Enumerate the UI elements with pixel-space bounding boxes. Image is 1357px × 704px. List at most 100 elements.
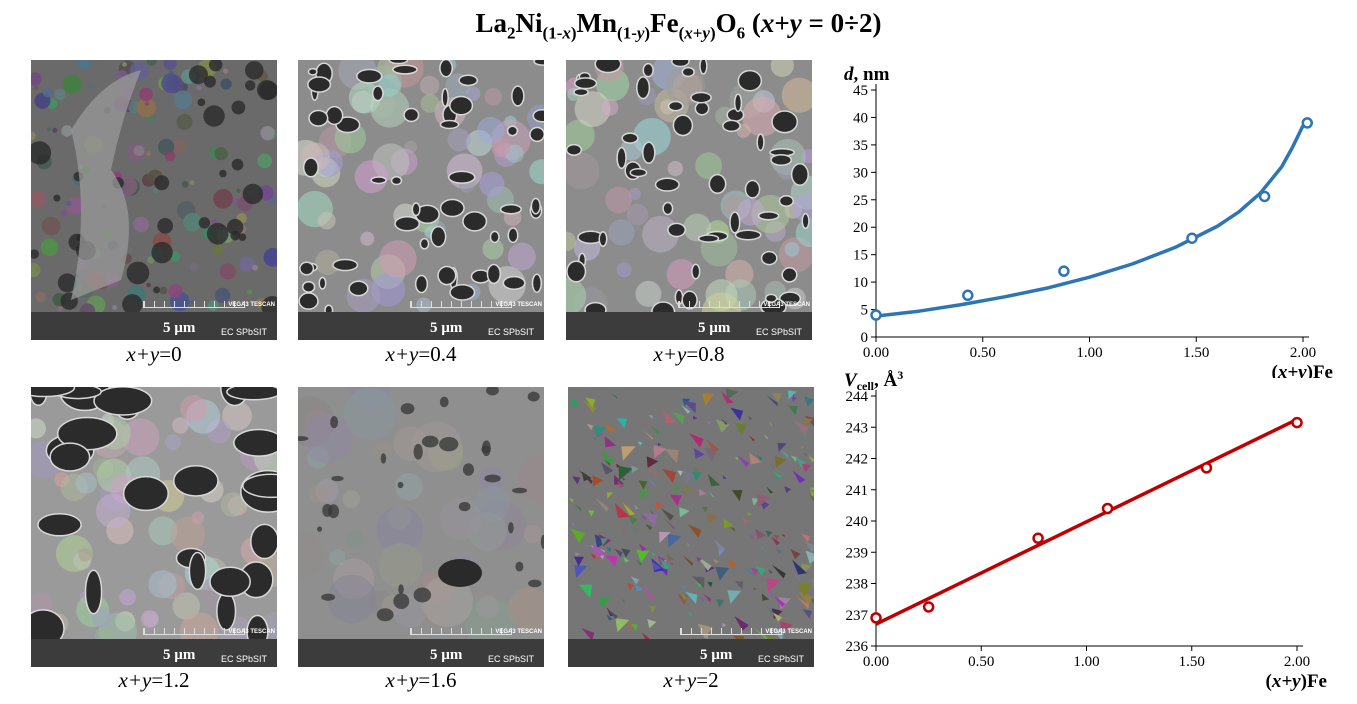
micrograph-caption: x+y=0.4 (298, 342, 544, 367)
x-axis-label: (x+y)Fe (1266, 671, 1327, 692)
scale-bar-label: 5 µm (430, 320, 463, 336)
y-tick-label: 15 (853, 248, 868, 264)
caption-value: =1.6 (418, 668, 457, 692)
sem-micrograph: VEGA3 TESCAN 5 µm EC SPbSIT (31, 387, 277, 667)
sem-image (566, 60, 812, 312)
y-tick-label: 30 (853, 165, 868, 181)
sem-image (31, 60, 277, 312)
sem-info-bar (31, 312, 277, 340)
instrument-label: VEGA3 TESCAN (763, 302, 810, 308)
fit-curve (875, 124, 1305, 318)
micrograph-caption: x+y=0.8 (566, 342, 812, 367)
x-tick-label: 0.50 (968, 654, 994, 670)
y-axis-label: Vcell, Å3 (844, 368, 903, 393)
y-tick-label: 40 (853, 110, 868, 126)
x-tick-label: 1.50 (1183, 345, 1209, 361)
data-point (922, 601, 935, 613)
caption-variable: x+y (118, 668, 152, 692)
scale-bar-label: 5 µm (698, 320, 731, 336)
lab-label: EC SPbSIT (488, 327, 535, 337)
data-point (1101, 502, 1114, 515)
data-point (870, 612, 882, 624)
instrument-label: VEGA3 TESCAN (228, 302, 275, 308)
sem-image (31, 387, 277, 639)
y-tick-label: 20 (853, 220, 868, 236)
chart-cell-volume: 236 237 238 239 240 241 242 243 244 0.00 0.50 1.00 1… (844, 368, 1327, 692)
caption-value: =0.4 (418, 342, 457, 366)
sem-image (568, 387, 814, 639)
lab-label: EC SPbSIT (221, 327, 268, 337)
data-point (1058, 265, 1070, 277)
data-point (870, 309, 882, 321)
x-tick-label: 1.00 (1073, 654, 1099, 670)
y-tick-label: 240 (846, 514, 869, 530)
micrograph-caption: x+y=2 (568, 668, 814, 693)
fit-curve (875, 417, 1298, 626)
x-tick-label: 2.00 (1290, 345, 1316, 361)
y-tick-label: 5 (861, 303, 869, 319)
caption-value: =0.8 (686, 342, 725, 366)
y-tick-label: 237 (846, 608, 869, 624)
x-tick-label: 0.00 (863, 345, 889, 361)
sem-info-bar (568, 639, 814, 667)
micrograph-caption: x+y=1.6 (298, 668, 544, 693)
y-tick-label: 242 (846, 452, 869, 468)
sem-info-bar (31, 639, 277, 667)
data-point (1032, 532, 1044, 544)
y-tick-label: 236 (846, 639, 869, 655)
sem-info-bar (566, 312, 812, 340)
lab-label: EC SPbSIT (758, 654, 805, 664)
x-tick-label: 0.50 (970, 345, 996, 361)
data-point (1200, 462, 1213, 474)
y-tick-label: 241 (846, 483, 869, 499)
scale-bar-label: 5 µm (430, 647, 463, 663)
data-point (1301, 117, 1314, 129)
x-tick-label: 1.00 (1076, 345, 1102, 361)
data-point (962, 289, 974, 302)
y-tick-label: 25 (853, 193, 868, 209)
scale-bar-label: 5 µm (700, 647, 733, 663)
scale-ruler (680, 628, 782, 635)
data-point (1258, 190, 1271, 203)
sem-micrograph: VEGA3 TESCAN 5 µm EC SPbSIT (31, 60, 277, 340)
sem-image (298, 387, 544, 639)
caption-value: =2 (696, 668, 719, 692)
scale-ruler (143, 628, 245, 635)
data-point (1186, 232, 1198, 244)
scale-ruler (410, 628, 512, 635)
sem-image (298, 60, 544, 312)
y-tick-label: 10 (853, 275, 868, 291)
caption-variable: x+y (385, 668, 419, 692)
scale-bar-label: 5 µm (163, 647, 196, 663)
x-tick-label: 2.00 (1284, 654, 1310, 670)
sem-micrograph: VEGA3 TESCAN 5 µm EC SPbSIT (566, 60, 812, 340)
y-axis-label: d, nm (844, 64, 890, 85)
x-axis-label: (x+y)Fe (1272, 362, 1333, 378)
caption-value: =0 (159, 342, 182, 366)
lab-label: EC SPbSIT (756, 327, 803, 337)
sem-micrograph: VEGA3 TESCAN 5 µm EC SPbSIT (298, 387, 544, 667)
scale-ruler (678, 301, 780, 308)
caption-variable: x+y (126, 342, 160, 366)
figure-title: La2Ni(1-x)Mn(1-y)Fe(x+y)O6 (x+y = 0÷2) (475, 8, 882, 43)
scale-ruler (410, 301, 512, 308)
caption-variable: x+y (653, 342, 687, 366)
caption-value: =1.2 (151, 668, 190, 692)
lab-label: EC SPbSIT (221, 654, 268, 664)
chart-grain-size: 0 5 10 15 20 25 30 35 40 45 0.00 0.50 1.00 1.50 2.00 d,… (844, 64, 1333, 378)
y-tick-label: 35 (853, 138, 868, 154)
sem-micrograph: VEGA3 TESCAN 5 µm EC SPbSIT (298, 60, 544, 340)
scale-bar-label: 5 µm (163, 320, 196, 336)
y-tick-label: 244 (846, 389, 869, 405)
micrograph-caption: x+y=1.2 (31, 668, 277, 693)
x-tick-label: 0.00 (863, 654, 889, 670)
y-tick-label: 243 (846, 420, 869, 436)
caption-variable: x+y (663, 668, 697, 692)
y-tick-label: 239 (846, 545, 869, 561)
instrument-label: VEGA3 TESCAN (765, 629, 812, 635)
sem-micrograph: VEGA3 TESCAN 5 µm EC SPbSIT (568, 387, 814, 667)
lab-label: EC SPbSIT (488, 654, 535, 664)
y-tick-label: 45 (853, 83, 868, 99)
instrument-label: VEGA3 TESCAN (495, 629, 542, 635)
scale-ruler (143, 301, 245, 308)
